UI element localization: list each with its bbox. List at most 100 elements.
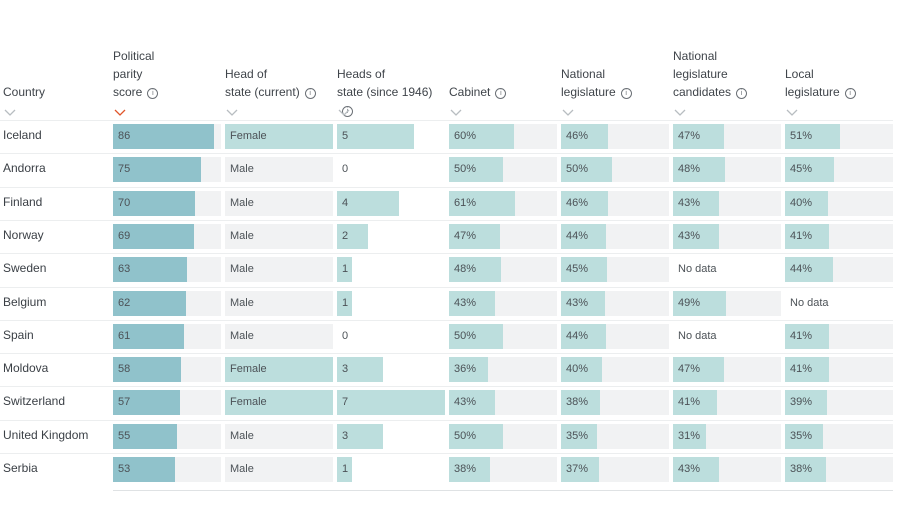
- cell-candidates: 31%: [673, 423, 781, 449]
- value-cabinet: 36%: [454, 363, 477, 376]
- value-local: 51%: [790, 130, 813, 142]
- value-national: 38%: [566, 396, 589, 409]
- cell-cabinet: 36%: [449, 357, 557, 383]
- bar-national: [561, 390, 600, 416]
- chevron-down-icon[interactable]: [226, 104, 238, 116]
- header-label: state (since 1946): [337, 85, 433, 99]
- row-divider: [0, 186, 893, 188]
- value-hos_since: 1: [342, 263, 349, 276]
- value-hos_since: 5: [342, 130, 349, 142]
- cell-score: 61: [113, 323, 221, 349]
- bar-hos_since: [337, 223, 368, 249]
- value-candidates: 31%: [678, 429, 701, 442]
- chevron-down-icon[interactable]: [674, 104, 686, 116]
- value-local: No data: [790, 296, 829, 309]
- header-label: score: [113, 85, 143, 99]
- header-label: legislature: [561, 85, 616, 99]
- chevron-down-icon[interactable]: [450, 104, 462, 116]
- bar-score: [113, 223, 194, 249]
- value-candidates: 43%: [678, 229, 701, 242]
- bar-national: [561, 423, 597, 449]
- bar-local: [785, 423, 823, 449]
- header-hos_current[interactable]: Head of state (current) i: [225, 65, 333, 101]
- value-local: 41%: [790, 229, 813, 242]
- header-candidates[interactable]: National legislature candidates i: [673, 47, 781, 101]
- header-label: Head of: [225, 67, 268, 81]
- value-candidates: No data: [678, 263, 717, 276]
- cell-candidates: 43%: [673, 190, 781, 216]
- header-national[interactable]: National legislature i: [561, 65, 669, 101]
- cell-hos_since: 0: [337, 324, 445, 349]
- header-hos_since[interactable]: Heads of state (since 1946)i: [337, 65, 445, 119]
- value-cabinet: 48%: [454, 263, 477, 276]
- cell-candidates: 49%: [673, 290, 781, 316]
- chevron-down-icon[interactable]: [114, 104, 126, 116]
- value-local: 38%: [790, 463, 813, 475]
- cell-cabinet: 38%: [449, 457, 557, 482]
- info-icon[interactable]: i: [147, 88, 159, 99]
- table-bottom-rule: [113, 490, 893, 491]
- bar-national: [561, 323, 607, 349]
- value-local: 35%: [790, 429, 813, 442]
- bar-local: [785, 390, 828, 416]
- value-hos_since: 1: [342, 296, 349, 309]
- row-divider: [0, 253, 893, 255]
- bar-candidates: [673, 457, 720, 482]
- value-hos_current: Female: [230, 396, 267, 409]
- cell-hos_current: Male: [225, 257, 333, 283]
- bar-score: [113, 124, 214, 149]
- header-cabinet[interactable]: Cabinet i: [449, 83, 557, 101]
- value-national: 44%: [566, 229, 589, 242]
- country-name: Belgium: [3, 294, 47, 309]
- bar-candidates: [673, 357, 724, 383]
- bar-local: [785, 124, 841, 149]
- bar-score: [113, 457, 176, 482]
- value-cabinet: 43%: [454, 296, 477, 309]
- info-icon[interactable]: i: [844, 88, 856, 99]
- cell-national: 35%: [561, 423, 669, 449]
- chevron-down-icon[interactable]: [4, 104, 16, 116]
- bar-score: [113, 323, 185, 349]
- cell-national: 44%: [561, 323, 669, 349]
- chevron-down-icon[interactable]: [562, 104, 574, 116]
- value-hos_current: Male: [230, 296, 254, 309]
- value-candidates: 48%: [678, 163, 701, 176]
- info-icon[interactable]: i: [304, 88, 316, 99]
- header-score[interactable]: Political parity score i: [113, 47, 221, 101]
- country-name: Norway: [3, 227, 44, 242]
- value-national: 40%: [566, 363, 589, 376]
- bar-score: [113, 357, 181, 383]
- cell-hos_since: 1: [337, 457, 445, 482]
- cell-hos_since: 1: [337, 290, 445, 316]
- value-national: 43%: [566, 296, 589, 309]
- bar-national: [561, 357, 603, 383]
- value-national: 50%: [566, 163, 589, 176]
- cell-local: 45%: [785, 157, 893, 183]
- value-hos_current: Male: [230, 263, 254, 276]
- info-icon[interactable]: i: [736, 88, 748, 99]
- header-label: legislature: [673, 67, 728, 81]
- bar-cabinet: [449, 190, 515, 216]
- bar-score: [113, 157, 201, 183]
- bar-local: [785, 190, 829, 216]
- info-icon[interactable]: i: [620, 88, 632, 99]
- cell-cabinet: 43%: [449, 290, 557, 316]
- value-cabinet: 61%: [454, 196, 477, 209]
- value-local: 41%: [790, 363, 813, 376]
- header-country[interactable]: Country: [3, 83, 111, 101]
- cell-hos_since: 3: [337, 357, 445, 383]
- row-divider: [0, 419, 893, 421]
- row-divider: [0, 153, 893, 155]
- cell-cabinet: 43%: [449, 390, 557, 416]
- cell-national: 43%: [561, 290, 669, 316]
- info-icon[interactable]: i: [495, 88, 507, 99]
- header-local[interactable]: Local legislature i: [785, 65, 893, 101]
- bar-candidates: [673, 157, 725, 183]
- chevron-down-icon[interactable]: [786, 104, 798, 116]
- country-name: Switzerland: [3, 394, 66, 409]
- cell-hos_current: Male: [225, 190, 333, 216]
- cell-national: 38%: [561, 390, 669, 416]
- cell-candidates: 43%: [673, 457, 781, 482]
- chevron-down-icon[interactable]: [338, 104, 350, 116]
